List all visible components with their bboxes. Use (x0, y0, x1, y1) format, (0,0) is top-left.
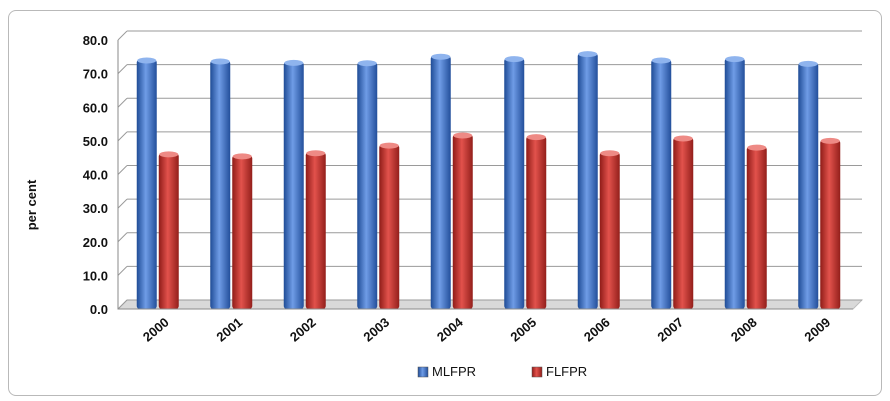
bar-body (504, 58, 525, 309)
bar-top (747, 144, 767, 151)
bar-flfpr-2004 (452, 132, 473, 309)
bar-mlfpr-2003 (357, 60, 378, 309)
x-tick-label: 2008 (728, 315, 760, 345)
bar-top (651, 57, 671, 64)
bar-top (306, 150, 326, 157)
bar-body (136, 59, 157, 309)
x-tick-label: 2005 (507, 315, 539, 345)
bar-flfpr-2000 (158, 151, 179, 309)
y-tick-label: 20.0 (83, 235, 108, 250)
grid-line-diagonal (117, 299, 128, 310)
y-tick-label: 10.0 (83, 268, 108, 283)
bar-body (724, 58, 745, 309)
bar-flfpr-2006 (599, 150, 620, 309)
bar-body (305, 152, 326, 309)
legend-label-flfpr: FLFPR (546, 364, 587, 379)
x-axis: 2000 2001 2002 2003 2004 2005 2006 2007 2008 2009 (118, 308, 853, 345)
legend-swatch-flfpr (531, 366, 543, 378)
grid-line-diagonal (117, 232, 128, 243)
bars (136, 51, 841, 310)
bar-mlfpr-2006 (577, 51, 598, 309)
y-tick-label: 60.0 (83, 100, 108, 115)
bar-top (820, 137, 840, 144)
y-tick-label: 30.0 (83, 201, 108, 216)
bar-top (210, 58, 230, 65)
bar-body (673, 137, 694, 309)
bar-top (526, 134, 546, 141)
bar-top (798, 60, 818, 67)
bar-top (600, 150, 620, 157)
bar-body (820, 139, 841, 309)
bar-top (725, 56, 745, 63)
bar-top (357, 60, 377, 67)
bar-body (452, 134, 473, 309)
bar-body (357, 62, 378, 309)
bar-body (651, 59, 672, 309)
x-tick-label: 2006 (581, 315, 613, 345)
bar-top (504, 56, 524, 63)
grid-line-diagonal (117, 97, 128, 108)
bar-top (159, 151, 179, 158)
legend-label-mlfpr: MLFPR (432, 364, 476, 379)
grid-line-diagonal (117, 266, 128, 276)
bar-top (431, 53, 451, 60)
bar-mlfpr-2008 (724, 56, 745, 309)
bar-flfpr-2005 (526, 134, 547, 309)
bar-body (746, 146, 767, 309)
bar-flfpr-2001 (232, 153, 253, 309)
bar-body (599, 152, 620, 309)
grid-line-diagonal (117, 64, 128, 74)
bar-flfpr-2002 (305, 150, 326, 309)
bar-mlfpr-2000 (136, 57, 157, 309)
bar-mlfpr-2001 (210, 58, 231, 310)
bar-body (379, 144, 400, 309)
bar-body (158, 153, 179, 309)
bar-flfpr-2007 (673, 135, 694, 309)
x-tick-label: 2009 (801, 315, 833, 345)
grid-line-diagonal (117, 198, 128, 209)
bar-body (210, 60, 231, 310)
legend-swatch-mlfpr (417, 366, 429, 378)
grid-line-diagonal (117, 131, 128, 142)
bar-body (232, 155, 253, 309)
bar-top (578, 51, 598, 58)
bar-body (526, 136, 547, 309)
x-tick-label: 2003 (360, 315, 392, 345)
bar-mlfpr-2007 (651, 57, 672, 309)
x-tick-label: 2002 (287, 315, 319, 345)
bar-body (577, 53, 598, 309)
y-tick-label: 80.0 (83, 33, 108, 48)
bar-body (430, 55, 451, 310)
grid-line-diagonal (117, 165, 128, 175)
y-axis: 0.0 10.0 20.0 30.0 40.0 50.0 60.0 70.0 80.0 (83, 33, 119, 317)
bar-top (232, 153, 252, 160)
legend: MLFPR FLFPR (417, 364, 587, 379)
bar-flfpr-2003 (379, 142, 400, 309)
bar-top (137, 57, 157, 64)
bar-flfpr-2009 (820, 137, 841, 309)
bar-top (379, 142, 399, 149)
bar-body (283, 61, 304, 310)
bar-top (284, 59, 304, 66)
y-axis-label: per cent (24, 179, 39, 230)
y-tick-label: 40.0 (83, 168, 108, 183)
y-tick-label: 0.0 (90, 302, 108, 317)
bar-mlfpr-2002 (283, 59, 304, 310)
bar-body (798, 62, 819, 309)
y-tick-label: 70.0 (83, 67, 108, 82)
x-tick-label: 2004 (434, 314, 466, 345)
x-tick-label: 2001 (213, 315, 245, 345)
bar-mlfpr-2004 (430, 53, 451, 310)
bar-flfpr-2008 (746, 144, 767, 309)
x-tick-label: 2000 (140, 315, 172, 345)
y-tick-label: 50.0 (83, 134, 108, 149)
bar-mlfpr-2005 (504, 56, 525, 309)
grid-line-diagonal (117, 30, 128, 41)
x-tick-label: 2007 (654, 315, 686, 345)
bar-top (673, 135, 693, 142)
bar-top (453, 132, 473, 139)
bar-mlfpr-2009 (798, 60, 819, 309)
